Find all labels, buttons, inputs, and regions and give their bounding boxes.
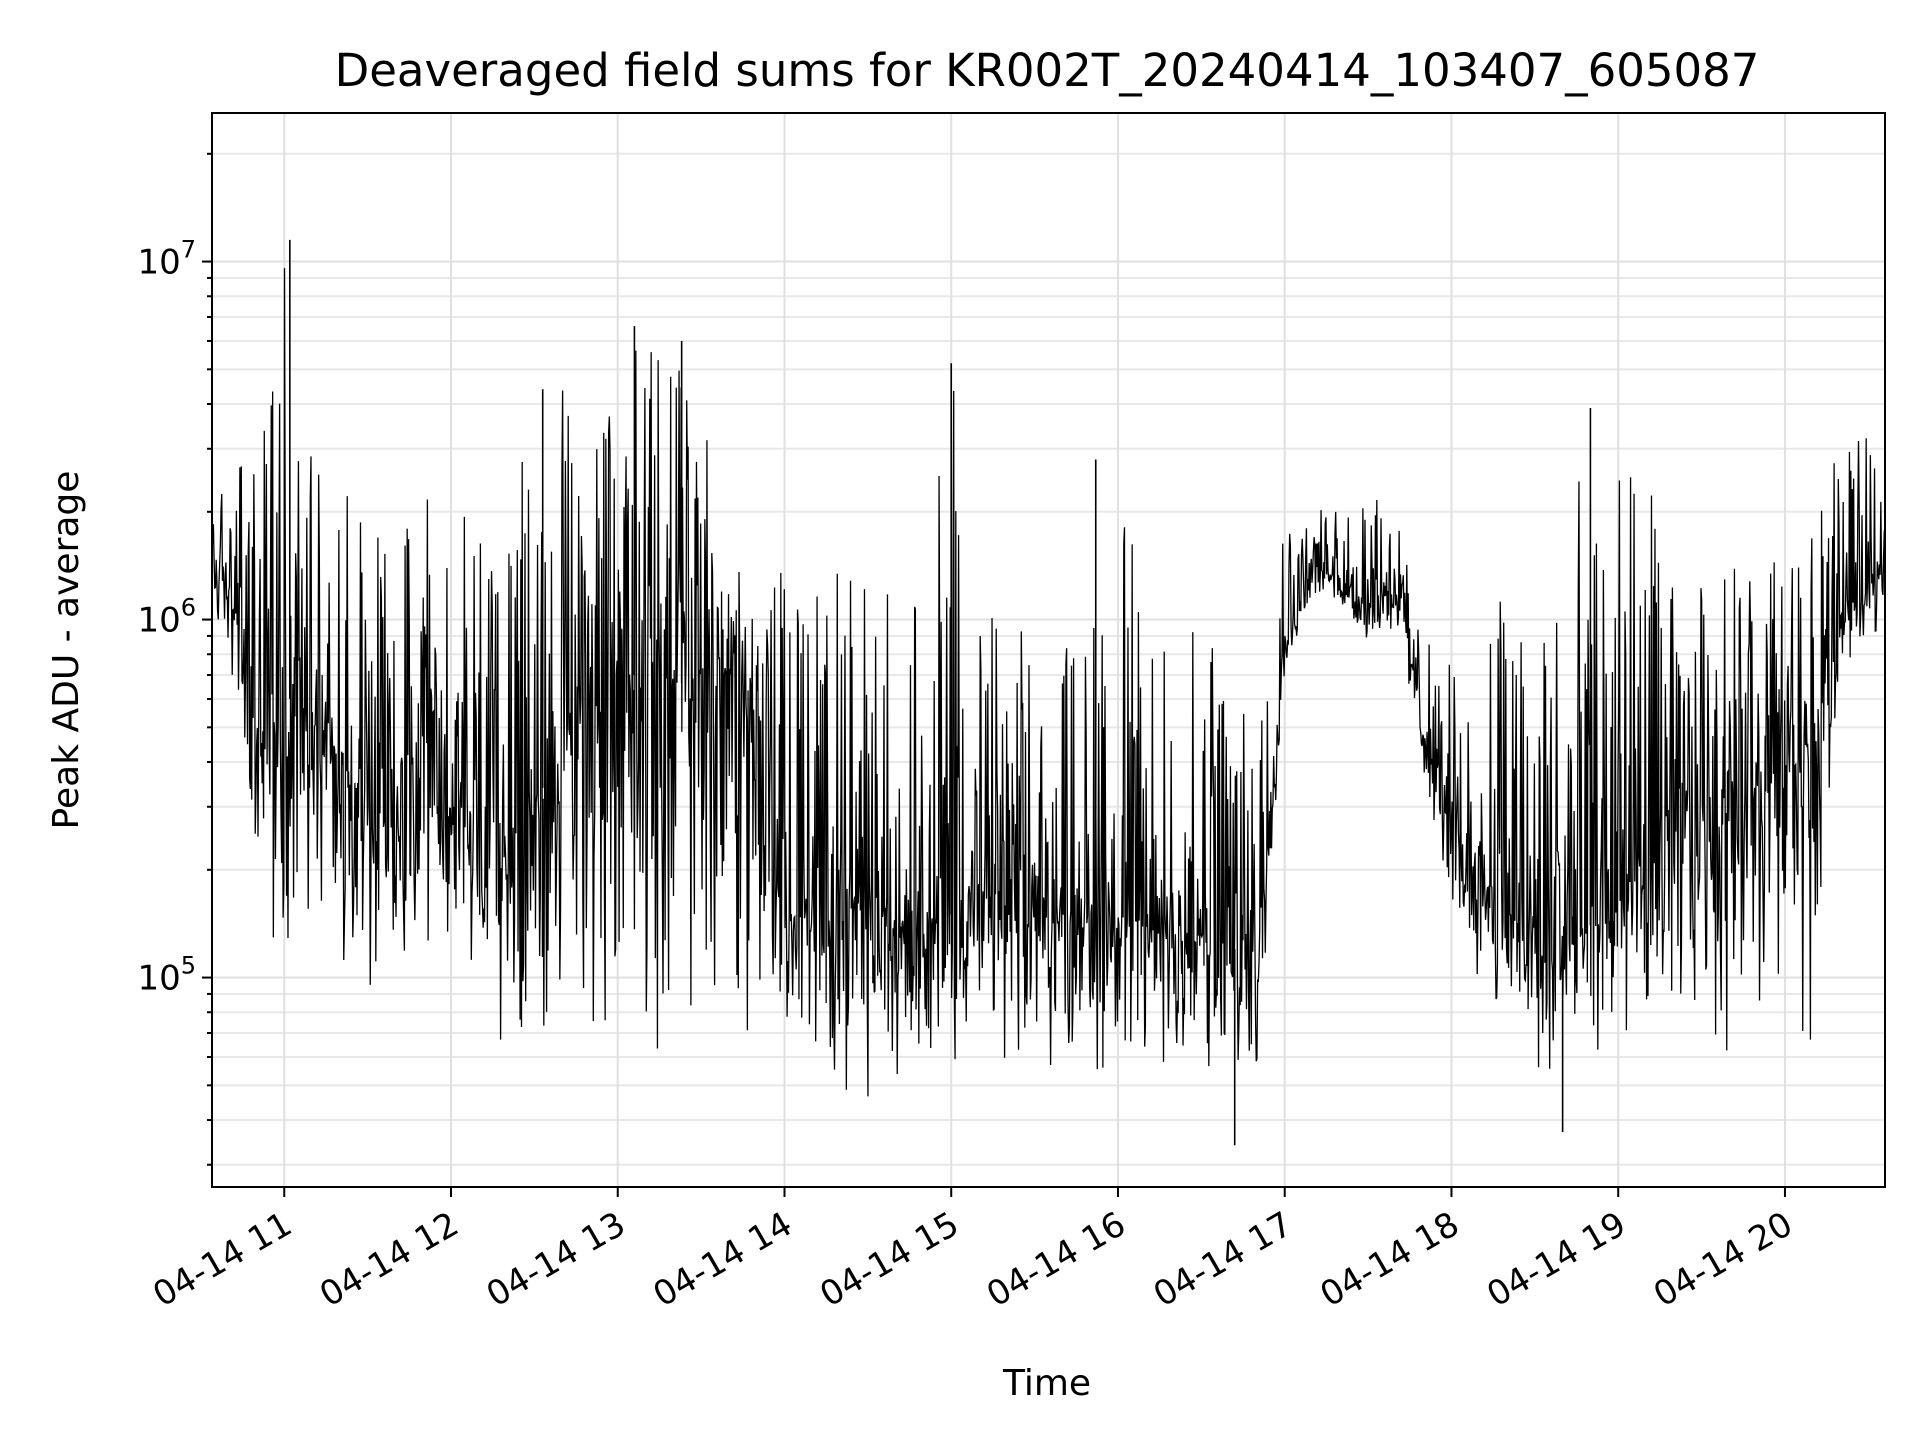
y-tick-exponent: 5 <box>181 952 196 980</box>
y-tick-exponent: 6 <box>181 594 196 622</box>
plot-area <box>211 112 1886 1188</box>
y-tick-base: 10 <box>137 243 180 283</box>
x-axis-label: Time <box>1002 1363 1091 1404</box>
y-tick-label: 106 <box>137 594 196 641</box>
series-line <box>212 268 1885 1097</box>
y-tick-base: 10 <box>137 959 180 999</box>
y-axis-label: Peak ADU - average <box>46 471 87 830</box>
chart-title: Deaveraged field sums for KR002T_2024041… <box>335 44 1760 97</box>
series-layer <box>212 153 1885 1146</box>
y-tick-exponent: 7 <box>181 236 196 264</box>
plot-frame <box>211 112 1886 1188</box>
y-tick-label: 107 <box>137 236 196 283</box>
y-tick-label: 105 <box>137 952 196 999</box>
y-tick-base: 10 <box>137 601 180 641</box>
